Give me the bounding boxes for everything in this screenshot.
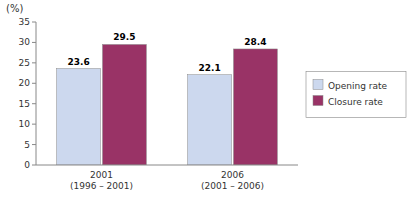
y-tick (32, 22, 36, 23)
y-axis (36, 22, 37, 165)
data-label: 23.6 (67, 57, 89, 67)
y-tick (32, 103, 36, 104)
legend-label: Closure rate (328, 97, 383, 107)
x-tick-label: 2006(2001 – 2006) (201, 170, 264, 191)
data-label: 29.5 (113, 32, 135, 42)
data-label: 22.1 (198, 63, 220, 73)
bar (103, 44, 147, 165)
y-tick-label: 30 (19, 37, 31, 47)
y-tick-label: 20 (19, 78, 31, 88)
x-tick-label-line: 2001 (90, 170, 113, 180)
bar (188, 75, 232, 165)
y-tick-label: 15 (19, 99, 30, 109)
data-label: 28.4 (244, 37, 266, 47)
y-axis-label: (%) (6, 3, 23, 14)
legend-swatch (313, 80, 323, 90)
y-tick (32, 124, 36, 125)
y-tick (32, 165, 36, 166)
x-tick-label-line: (2001 – 2006) (201, 181, 264, 191)
x-tick-label: 2001(1996 – 2001) (70, 170, 133, 191)
x-axis (36, 165, 298, 166)
bar (234, 49, 278, 165)
y-tick (32, 83, 36, 84)
y-tick (32, 144, 36, 145)
x-tick-label-line: (1996 – 2001) (70, 181, 133, 191)
y-tick-label: 10 (19, 119, 31, 129)
legend: Opening rate Closure rate (306, 72, 406, 118)
y-tick (32, 62, 36, 63)
legend-frame (306, 72, 406, 118)
x-tick-label-line: 2006 (221, 170, 244, 180)
y-tick (32, 42, 36, 43)
bars (57, 44, 278, 165)
y-tick-label: 25 (19, 58, 30, 68)
y-tick-label: 35 (19, 17, 30, 27)
bar (57, 69, 101, 165)
y-tick-label: 5 (24, 140, 30, 150)
legend-swatch (313, 96, 323, 106)
chart: 0 5 10 15 20 25 30 35 (%) 2001(1996 – 2001) 2006(2… (0, 0, 412, 197)
legend-label: Opening rate (328, 81, 388, 91)
y-tick-label: 0 (24, 160, 30, 170)
